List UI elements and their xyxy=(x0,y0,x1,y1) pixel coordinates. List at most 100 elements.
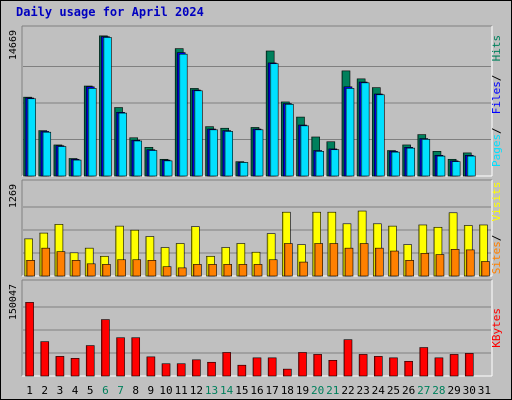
bar-pages-day-18 xyxy=(285,104,294,177)
bar-pages-day-21 xyxy=(330,149,340,177)
day-label-28: 28 xyxy=(432,384,445,397)
bar-kbytes-day-1 xyxy=(25,302,34,377)
side-label-hits: Hits xyxy=(490,35,503,62)
bar-sites-day-19 xyxy=(299,261,308,277)
side-label-separator: / xyxy=(490,75,503,82)
day-label-22: 22 xyxy=(341,384,354,397)
bar-pages-day-19 xyxy=(300,125,309,177)
bar-pages-day-16 xyxy=(254,129,264,177)
day-label-9: 9 xyxy=(148,384,155,397)
day-label-14: 14 xyxy=(220,384,234,397)
bar-sites-day-18 xyxy=(284,243,293,277)
bar-sites-day-23 xyxy=(359,243,369,277)
bar-sites-day-16 xyxy=(253,264,263,277)
day-label-4: 4 xyxy=(72,384,79,397)
bar-sites-day-2 xyxy=(41,247,51,277)
bar-sites-day-8 xyxy=(132,259,142,277)
bar-sites-day-30 xyxy=(465,249,475,277)
bar-kbytes-day-27 xyxy=(419,347,429,377)
bar-sites-day-13 xyxy=(208,264,217,277)
bar-kbytes-day-10 xyxy=(161,363,171,377)
day-label-17: 17 xyxy=(266,384,279,397)
chart-title: Daily usage for April 2024 xyxy=(16,5,204,19)
day-label-26: 26 xyxy=(402,384,415,397)
bar-sites-day-17 xyxy=(268,259,278,277)
bar-pages-day-4 xyxy=(72,159,82,177)
bar-kbytes-day-23 xyxy=(358,354,368,377)
bar-pages-day-15 xyxy=(239,162,249,177)
day-label-12: 12 xyxy=(190,384,203,397)
bar-kbytes-day-14 xyxy=(222,352,231,377)
bar-sites-day-24 xyxy=(374,247,384,277)
bar-pages-day-28 xyxy=(436,155,446,177)
day-label-16: 16 xyxy=(250,384,263,397)
bar-pages-day-9 xyxy=(148,150,158,177)
bar-kbytes-day-21 xyxy=(328,360,338,377)
bar-kbytes-day-6 xyxy=(101,319,110,377)
bar-pages-day-2 xyxy=(42,131,52,177)
side-label-sites: Sites xyxy=(490,241,503,274)
bar-kbytes-day-19 xyxy=(298,352,307,377)
bar-pages-day-22 xyxy=(345,88,355,177)
bar-sites-day-31 xyxy=(481,261,490,277)
bar-pages-day-23 xyxy=(360,82,370,177)
bar-pages-day-8 xyxy=(133,140,143,177)
bar-sites-day-7 xyxy=(117,259,126,277)
day-label-5: 5 xyxy=(87,384,94,397)
day-label-8: 8 xyxy=(132,384,139,397)
day-label-24: 24 xyxy=(372,384,386,397)
bar-kbytes-day-4 xyxy=(70,358,80,377)
bar-pages-day-10 xyxy=(163,160,173,177)
day-label-29: 29 xyxy=(447,384,460,397)
day-label-18: 18 xyxy=(281,384,294,397)
side-label-separator: / xyxy=(490,235,503,242)
bar-sites-day-4 xyxy=(71,260,81,277)
bar-pages-day-17 xyxy=(269,63,279,177)
bar-kbytes-day-7 xyxy=(116,337,125,377)
day-label-6: 6 xyxy=(102,384,109,397)
bar-sites-day-10 xyxy=(162,266,172,277)
day-label-2: 2 xyxy=(41,384,48,397)
bar-sites-day-9 xyxy=(147,260,157,277)
bar-pages-day-14 xyxy=(224,131,233,177)
bar-sites-day-26 xyxy=(405,260,414,277)
day-label-19: 19 xyxy=(296,384,309,397)
bar-pages-day-1 xyxy=(27,98,36,177)
bar-kbytes-day-9 xyxy=(146,356,156,377)
bar-sites-day-14 xyxy=(223,264,232,277)
bar-kbytes-day-28 xyxy=(434,357,444,377)
bar-kbytes-day-20 xyxy=(313,354,322,377)
day-label-20: 20 xyxy=(311,384,324,397)
bar-kbytes-day-15 xyxy=(237,364,247,377)
bar-kbytes-day-13 xyxy=(207,361,216,377)
bar-pages-day-27 xyxy=(421,139,431,177)
day-label-10: 10 xyxy=(159,384,172,397)
bar-kbytes-day-25 xyxy=(389,357,398,377)
bar-pages-day-11 xyxy=(178,53,188,177)
bar-sites-day-11 xyxy=(177,267,187,277)
bar-kbytes-day-3 xyxy=(55,356,65,377)
bar-pages-day-3 xyxy=(57,146,67,177)
day-label-31: 31 xyxy=(478,384,491,397)
day-label-11: 11 xyxy=(175,384,188,397)
side-label-separator: / xyxy=(490,127,503,134)
bar-sites-day-3 xyxy=(56,251,66,277)
bar-sites-day-29 xyxy=(450,249,460,277)
bar-kbytes-day-29 xyxy=(449,354,459,377)
side-label-kbytes: KBytes xyxy=(490,308,503,348)
day-label-3: 3 xyxy=(57,384,64,397)
bar-kbytes-day-30 xyxy=(464,353,474,377)
bar-pages-day-6 xyxy=(103,37,112,177)
bar-pages-day-12 xyxy=(194,90,203,177)
bar-pages-day-29 xyxy=(451,161,461,177)
bar-pages-day-7 xyxy=(118,112,127,177)
side-label-visits: Visits xyxy=(490,182,503,222)
bar-kbytes-day-8 xyxy=(131,337,141,377)
bar-kbytes-day-11 xyxy=(176,363,186,377)
bar-sites-day-20 xyxy=(314,243,323,277)
bar-kbytes-day-18 xyxy=(283,368,292,377)
day-label-25: 25 xyxy=(387,384,400,397)
bar-sites-day-27 xyxy=(420,253,430,277)
bar-pages-day-24 xyxy=(375,94,385,177)
